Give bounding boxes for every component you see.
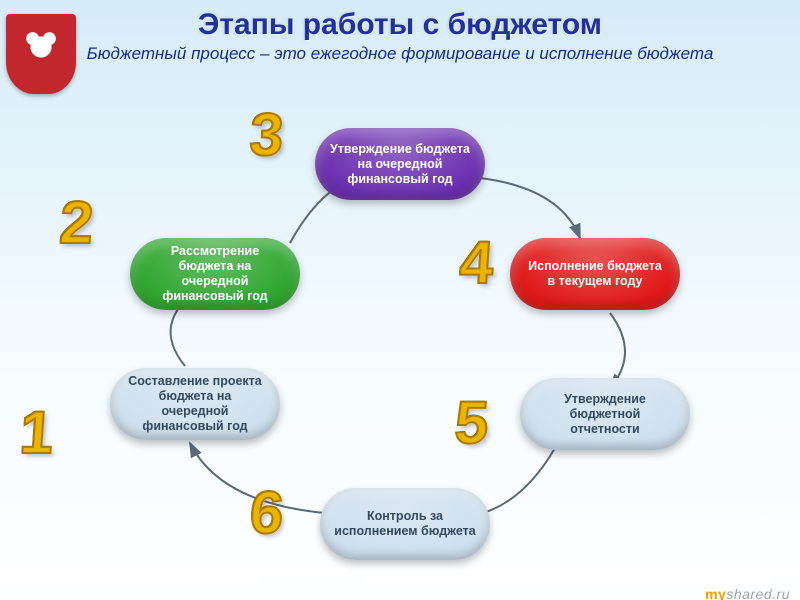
step-number-1: 1 <box>18 398 56 467</box>
step-number-3: 3 <box>248 100 286 169</box>
watermark-suffix: shared.ru <box>726 586 790 600</box>
page-subtitle: Бюджетный процесс – это ежегодное формир… <box>0 44 800 64</box>
cycle-node-label: Контроль за исполнением бюджета <box>334 509 476 539</box>
step-number-5: 5 <box>453 388 491 457</box>
step-number-4: 4 <box>458 228 496 297</box>
cycle-node-label: Утверждение бюджета на очередной финансо… <box>329 142 471 187</box>
cycle-node-label: Утверждение бюджетной отчетности <box>534 392 676 437</box>
step-number-6: 6 <box>248 478 286 547</box>
step-number-2: 2 <box>58 188 96 257</box>
cycle-diagram: Составление проекта бюджета на очередной… <box>0 68 800 588</box>
cycle-node-3: Утверждение бюджета на очередной финансо… <box>315 128 485 200</box>
cycle-node-5: Утверждение бюджетной отчетности <box>520 378 690 450</box>
cycle-arrow-4 <box>610 313 625 388</box>
watermark: myshared.ru <box>705 586 790 600</box>
cycle-node-label: Исполнение бюджета в текущем году <box>524 259 666 289</box>
watermark-prefix: my <box>705 586 726 600</box>
cycle-node-2: Рассмотрение бюджета на очередной финанс… <box>130 238 300 310</box>
cycle-node-1: Составление проекта бюджета на очередной… <box>110 368 280 440</box>
cycle-node-label: Рассмотрение бюджета на очередной финанс… <box>144 244 286 304</box>
cycle-node-6: Контроль за исполнением бюджета <box>320 488 490 560</box>
cycle-node-4: Исполнение бюджета в текущем году <box>510 238 680 310</box>
cycle-node-label: Составление проекта бюджета на очередной… <box>124 374 266 434</box>
page-title: Этапы работы с бюджетом <box>0 8 800 42</box>
